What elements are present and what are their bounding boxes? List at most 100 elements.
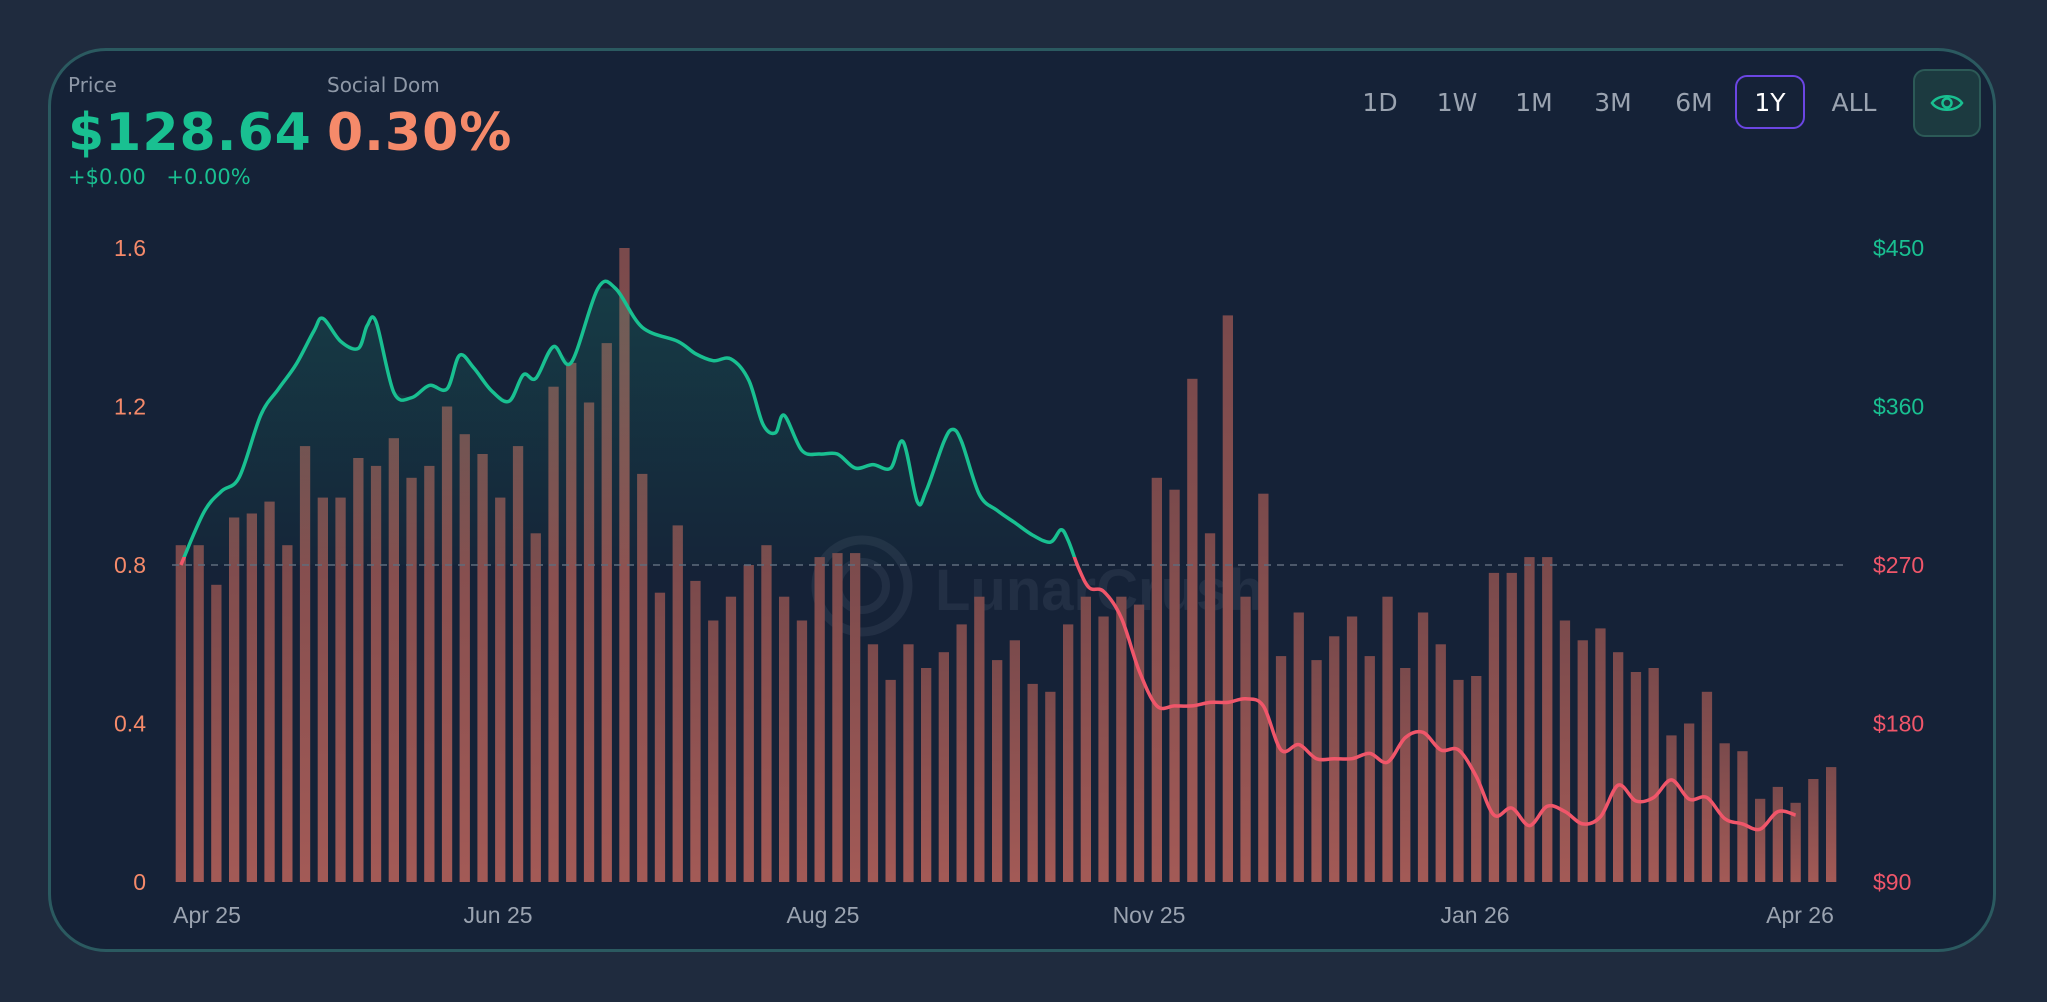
social-dom-stat: Social Dom 0.30% xyxy=(327,73,512,163)
social-dom-bar xyxy=(264,501,275,882)
timeframe-1m-button[interactable]: 1M xyxy=(1515,87,1553,117)
x-tick-label: Apr 26 xyxy=(1766,902,1834,928)
social-dom-bar xyxy=(1346,616,1358,882)
y-right-tick-label: $270 xyxy=(1873,552,1924,578)
social-dom-bar xyxy=(725,596,737,882)
social-dom-bar xyxy=(583,402,595,882)
social-dom-bar xyxy=(1204,533,1216,882)
visibility-toggle-button[interactable] xyxy=(1913,69,1981,137)
social-dom-bar xyxy=(672,525,683,882)
social-dom-bar xyxy=(1311,660,1322,882)
timeframe-6m-button[interactable]: 6M xyxy=(1675,87,1713,117)
price-change-pct: +0.00% xyxy=(166,165,251,189)
social-dom-bar xyxy=(1613,652,1624,882)
social-dom-bar xyxy=(850,553,861,882)
social-dom-bar xyxy=(1080,596,1091,882)
social-dom-bar xyxy=(1577,640,1588,882)
y-right-tick-label: $180 xyxy=(1873,711,1924,737)
social-dom-bar xyxy=(956,624,967,882)
social-dom-bar xyxy=(1116,596,1127,882)
social-dom-bar xyxy=(1435,644,1446,883)
y-left-tick-label: 0.8 xyxy=(114,552,146,578)
y-right-tick-label: $360 xyxy=(1873,394,1924,420)
timeframe-1d-button[interactable]: 1D xyxy=(1362,87,1398,117)
social-dom-bar xyxy=(867,644,879,883)
social-dom-bar xyxy=(1222,315,1233,882)
social-dom-bar xyxy=(1790,802,1801,883)
social-dom-bar xyxy=(1045,691,1056,882)
social-dom-bar xyxy=(654,592,666,882)
social-dom-bar xyxy=(1063,624,1074,882)
y-axis-right: $450 $360 $270 $180 $90 xyxy=(1873,235,1924,895)
timeframe-1w-button[interactable]: 1W xyxy=(1436,87,1478,117)
social-dom-bar xyxy=(903,644,914,883)
social-dom-bar xyxy=(761,545,772,882)
price-area xyxy=(180,288,1078,565)
social-dom-bar xyxy=(1684,723,1695,882)
price-line-down xyxy=(179,557,1797,832)
social-dom-bar xyxy=(1187,378,1198,882)
social-dom-bar xyxy=(690,580,701,882)
social-dom-value: 0.30% xyxy=(327,103,513,163)
social-dom-bar xyxy=(1382,596,1393,882)
social-dom-bar xyxy=(637,473,648,882)
social-dom-bar xyxy=(211,584,222,882)
y-left-tick-label: 0.4 xyxy=(114,711,146,737)
social-dom-bar xyxy=(1701,691,1713,882)
timeframe-all-button[interactable]: ALL xyxy=(1831,87,1877,117)
y-right-tick-label: $90 xyxy=(1873,869,1911,895)
social-dom-bar xyxy=(335,497,346,882)
price-line-up xyxy=(182,279,1077,557)
social-dom-bar xyxy=(406,477,417,882)
social-dom-bar xyxy=(353,458,364,882)
timeframe-1y-button[interactable]: 1Y xyxy=(1735,75,1805,129)
social-dom-bar xyxy=(282,545,293,882)
x-tick-label: Nov 25 xyxy=(1113,902,1186,928)
social-dom-bar xyxy=(1737,751,1748,882)
social-dom-bar xyxy=(1098,616,1109,882)
social-dom-bar xyxy=(1240,596,1251,882)
x-axis: Apr 25 Jun 25 Aug 25 Nov 25 Jan 26 Apr 26 xyxy=(173,902,1834,928)
social-dom-bar xyxy=(1488,572,1500,882)
social-dom-bar xyxy=(921,668,932,882)
social-dom-bar xyxy=(175,545,186,882)
social-dom-bar xyxy=(779,596,790,882)
x-tick-label: Jan 26 xyxy=(1440,902,1509,928)
social-dom-bar xyxy=(1453,679,1464,882)
social-dom-bar xyxy=(1009,640,1020,882)
social-dom-bar xyxy=(1169,489,1180,882)
social-dom-bar xyxy=(1293,612,1304,882)
social-dom-bar xyxy=(370,465,382,882)
social-dom-bar xyxy=(974,596,985,882)
social-dom-bar xyxy=(388,438,399,882)
social-dom-bar xyxy=(708,620,719,882)
social-dom-bar xyxy=(495,497,506,882)
social-dom-bar xyxy=(1826,767,1837,882)
social-dom-bar xyxy=(1258,493,1269,882)
social-dom-bar xyxy=(193,545,204,882)
social-dom-bar xyxy=(1666,735,1677,882)
social-dom-bar xyxy=(1808,779,1819,882)
social-dom-bar xyxy=(601,343,612,883)
social-dom-bar xyxy=(317,497,328,882)
social-dom-bar xyxy=(1027,683,1038,882)
price-stat: Price $128.64 +$0.00 +0.00% xyxy=(68,73,312,189)
timeframe-3m-button[interactable]: 3M xyxy=(1594,87,1632,117)
social-dom-bar xyxy=(548,386,559,882)
social-dom-bar xyxy=(246,513,257,882)
social-dom-bar xyxy=(1772,786,1783,882)
y-left-tick-label: 1.2 xyxy=(114,394,146,420)
social-dom-bar xyxy=(299,446,311,882)
social-dom-bar xyxy=(1755,798,1766,882)
x-tick-label: Apr 25 xyxy=(173,902,241,928)
social-dom-bar xyxy=(885,679,896,882)
social-dom-bars xyxy=(175,248,1837,883)
social-dom-bar xyxy=(459,434,470,882)
social-dom-label: Social Dom xyxy=(327,73,440,97)
social-dom-bar xyxy=(1542,557,1553,882)
social-dom-bar xyxy=(1559,620,1571,882)
y-left-tick-label: 1.6 xyxy=(114,235,146,261)
social-dom-bar xyxy=(992,660,1003,882)
price-label: Price xyxy=(68,73,117,97)
